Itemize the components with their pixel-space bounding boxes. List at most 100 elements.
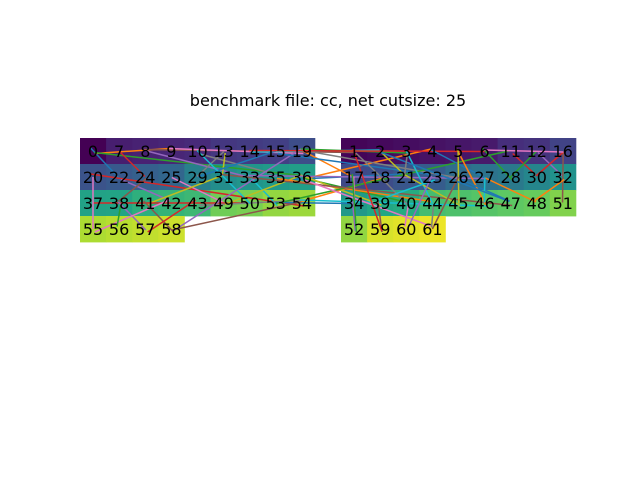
cell-label: 15: [266, 142, 286, 161]
net-line: [380, 151, 407, 177]
net-line: [535, 151, 564, 177]
cell-label: 49: [213, 194, 233, 213]
net-line: [355, 152, 380, 176]
net-line: [94, 199, 170, 233]
cell-label: 45: [448, 194, 468, 213]
cell-label: 13: [213, 142, 233, 161]
cell-label: 9: [166, 142, 176, 161]
net-line: [300, 174, 382, 206]
net-line: [171, 176, 224, 204]
net-line: [377, 199, 383, 233]
net-line: [299, 199, 487, 207]
net-line: [118, 150, 146, 178]
cell-label: 35: [266, 168, 286, 187]
cell-label: 34: [344, 194, 364, 213]
cell-label: 43: [187, 194, 207, 213]
net-line: [351, 200, 357, 232]
net-line: [457, 150, 460, 204]
cell-35: [262, 164, 290, 191]
cell-label: 48: [527, 194, 547, 213]
net-line: [403, 173, 461, 207]
net-line: [147, 199, 197, 233]
cell-label: 36: [292, 168, 312, 187]
net-lines: [90, 147, 565, 233]
cell-label: 58: [161, 220, 181, 239]
net-line: [483, 149, 564, 153]
net-line: [534, 178, 565, 202]
cell-label: 27: [474, 168, 494, 187]
cell-label: 25: [161, 168, 181, 187]
net-line: [116, 205, 122, 227]
cell-label: 11: [501, 142, 521, 161]
cell-48: [523, 190, 551, 217]
cell-label: 51: [553, 194, 573, 213]
cell-label: 50: [240, 194, 260, 213]
cell-label: 2: [375, 142, 385, 161]
net-line: [221, 152, 226, 176]
cell-label: 10: [187, 142, 207, 161]
cell-label: 24: [135, 168, 155, 187]
net-line: [403, 152, 409, 176]
cell-56: [106, 216, 133, 243]
cell-label: 20: [83, 168, 103, 187]
cell-label: 44: [422, 194, 442, 213]
cell-label: 30: [527, 168, 547, 187]
figure-title: benchmark file: cc, net cutsize: 25: [190, 91, 466, 110]
cell-label: 37: [83, 194, 103, 213]
net-line: [481, 147, 514, 181]
net-line: [172, 201, 302, 231]
cell-label: 42: [161, 194, 181, 213]
net-line: [378, 174, 408, 206]
cell-label: 41: [135, 194, 155, 213]
net-line: [120, 178, 171, 202]
cell-label: 16: [553, 142, 573, 161]
cell-label: 12: [527, 142, 547, 161]
cell-label: 40: [396, 194, 416, 213]
cell-label: 60: [396, 220, 416, 239]
net-line: [380, 151, 510, 203]
cell-label: 32: [553, 168, 573, 187]
net-line: [431, 176, 460, 230]
cell-label: 21: [396, 168, 416, 187]
net-line: [510, 150, 538, 178]
net-line: [456, 148, 487, 206]
net-line: [378, 179, 436, 201]
cell-label: 5: [453, 142, 463, 161]
cell-label: 59: [370, 220, 390, 239]
net-line: [249, 149, 485, 153]
net-line: [300, 149, 356, 179]
net-line: [404, 205, 410, 227]
cell-label: 28: [501, 168, 521, 187]
cell-label: 17: [344, 168, 364, 187]
cell-label: 54: [292, 194, 312, 213]
net-line: [196, 149, 251, 205]
net-line: [117, 177, 147, 203]
net-line: [561, 151, 564, 203]
cell-label: 6: [480, 142, 490, 161]
cell-label: 46: [474, 194, 494, 213]
cell-label: 1: [349, 142, 359, 161]
net-line: [485, 177, 537, 203]
cell-label: 8: [140, 142, 150, 161]
cell-label: 56: [109, 220, 129, 239]
cell-label: 61: [422, 220, 442, 239]
cell-label: 29: [187, 168, 207, 187]
cell-label: 55: [83, 220, 103, 239]
net-line: [352, 148, 383, 232]
cell-label: 19: [292, 142, 312, 161]
net-line: [172, 148, 302, 232]
cell-label: 33: [240, 168, 260, 187]
cell-label: 52: [344, 220, 364, 239]
net-line: [145, 174, 223, 206]
net-line: [405, 150, 434, 204]
cell-label: 22: [109, 168, 129, 187]
cell-label: 57: [135, 220, 155, 239]
cell-label: 3: [401, 142, 411, 161]
cell-label: 14: [240, 142, 260, 161]
net-line: [275, 201, 355, 205]
net-line: [406, 175, 433, 231]
cell-label: 26: [448, 168, 468, 187]
cell-label: 0: [88, 142, 98, 161]
